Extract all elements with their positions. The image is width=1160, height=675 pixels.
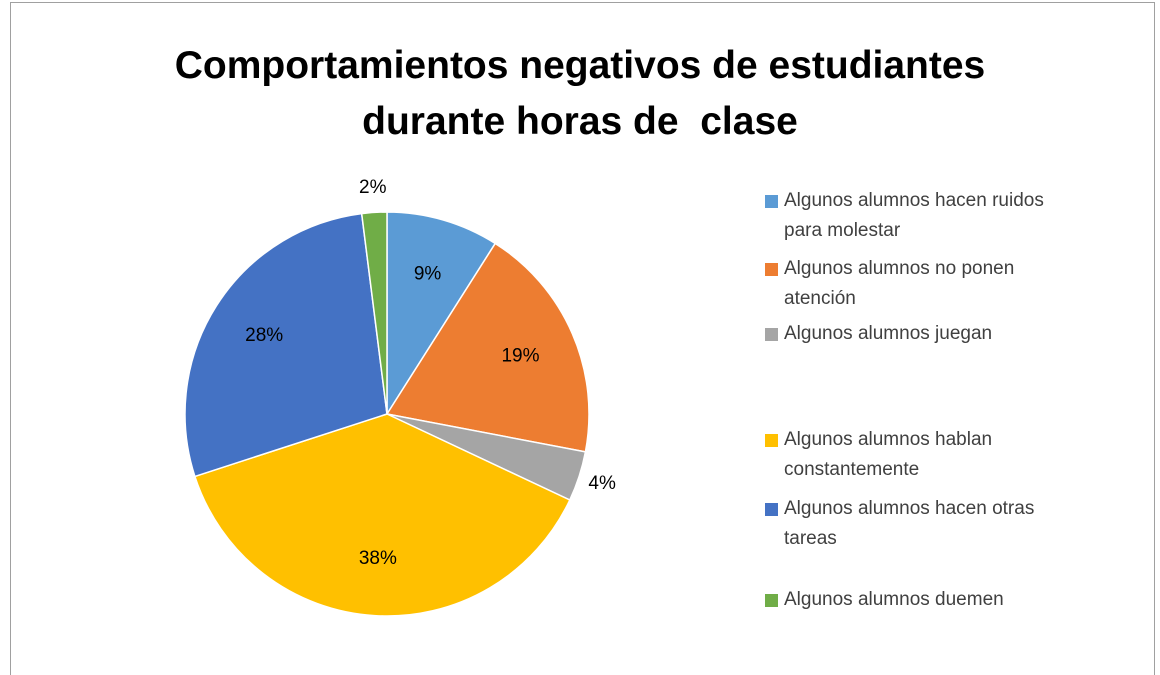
legend-swatch: [765, 195, 778, 208]
pie-slice: [184, 212, 388, 478]
legend-label: Algunos alumnos juegan: [784, 323, 993, 344]
legend-item: Algunos alumnos hablan constantemente: [765, 425, 1105, 485]
data-label: 2%: [359, 177, 387, 198]
legend-swatch: [765, 263, 778, 276]
legend-item: Algunos alumnos hacen ruidos para molest…: [765, 186, 1105, 246]
data-label: 19%: [501, 345, 539, 366]
legend-item: Algunos alumnos no ponen atención: [765, 254, 1105, 314]
legend-swatch: [765, 328, 778, 341]
chart-title: Comportamientos negativos de estudiantes…: [174, 44, 997, 143]
pie-slice: [193, 413, 571, 617]
legend-label: Algunos alumnos no ponen atención: [784, 258, 1015, 309]
data-label: 9%: [414, 263, 442, 284]
legend-swatch: [765, 594, 778, 607]
legend-label: Algunos alumnos hacen otras tareas: [784, 498, 1035, 549]
data-label: 38%: [359, 548, 397, 569]
chart-frame: [10, 2, 1155, 675]
legend-swatch: [765, 434, 778, 447]
data-label: 4%: [588, 473, 616, 494]
pie-slice: [385, 242, 590, 453]
legend-label: Algunos alumnos hablan constantemente: [784, 429, 993, 480]
legend-item: Algunos alumnos juegan: [765, 319, 1105, 349]
data-label: 28%: [245, 325, 283, 346]
pie-slice: [360, 211, 388, 415]
legend-item: Algunos alumnos hacen otras tareas: [765, 494, 1105, 554]
pie-slice: [386, 211, 497, 417]
legend-item: Algunos alumnos duemen: [765, 585, 1105, 615]
legend-label: Algunos alumnos hacen ruidos para molest…: [784, 190, 1044, 241]
legend-swatch: [765, 503, 778, 516]
legend-label: Algunos alumnos duemen: [784, 589, 1004, 610]
